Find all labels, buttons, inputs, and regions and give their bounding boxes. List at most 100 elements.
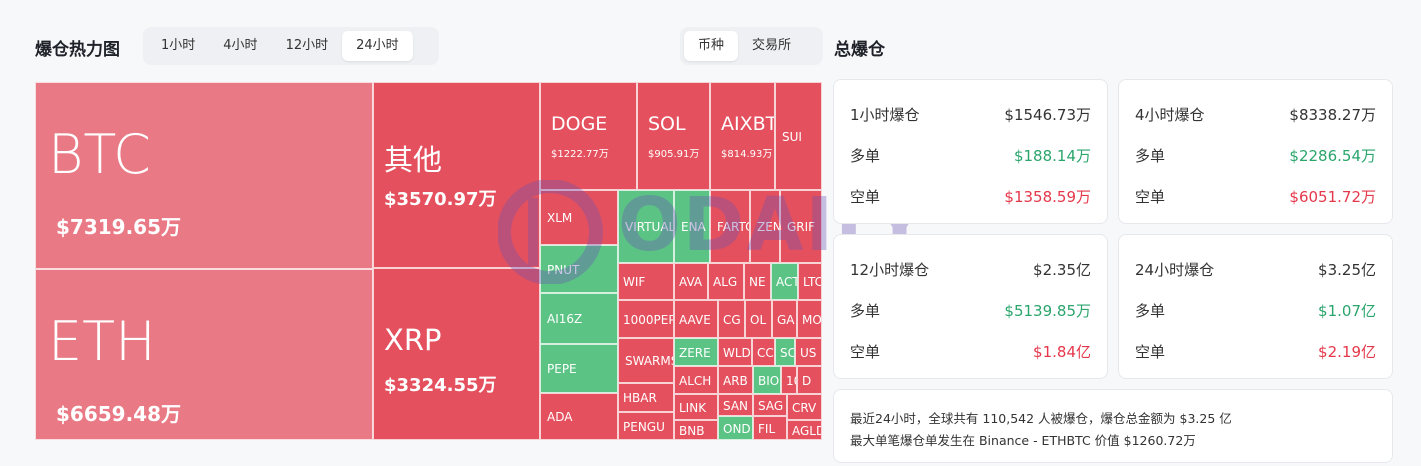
cell-symbol: ARB: [723, 373, 748, 388]
treemap-cell-10[interactable]: 10: [781, 366, 797, 394]
treemap-cell-alg[interactable]: ALG: [708, 263, 744, 300]
treemap-cell-bio[interactable]: BIO: [753, 366, 781, 394]
short-label: 空单: [850, 343, 881, 361]
treemap-cell-aixbt[interactable]: AIXBT $814.93万: [710, 82, 775, 190]
cell-symbol: ETH: [48, 310, 156, 373]
treemap-cell-mo[interactable]: MO: [797, 300, 822, 338]
cell-symbol: ALG: [713, 275, 738, 289]
treemap-cell-pnut[interactable]: PNUT: [540, 245, 618, 293]
treemap-cell-xrp[interactable]: XRP $3324.55万: [373, 268, 540, 440]
short-value: $1358.59万: [1004, 188, 1091, 206]
cell-symbol: PEPE: [547, 362, 577, 376]
short-value: $6051.72万: [1289, 188, 1376, 206]
cell-symbol: CG: [723, 312, 741, 327]
cell-symbol: ZEN: [757, 220, 780, 234]
cell-symbol: AGLD: [792, 423, 822, 438]
treemap-cell-hbar[interactable]: HBAR: [618, 383, 674, 412]
cell-symbol: 其他: [384, 143, 443, 177]
treemap-cell-ga[interactable]: GA: [772, 300, 797, 338]
card-label: 4小时爆仓: [1135, 106, 1205, 124]
treemap-cell-alch[interactable]: ALCH: [674, 366, 718, 394]
tab-12h[interactable]: 12小时: [285, 38, 329, 53]
cell-symbol: MO: [802, 312, 822, 327]
treemap-cell-virtual[interactable]: VIRTUAL: [618, 190, 674, 263]
tab-1h[interactable]: 1小时: [161, 38, 196, 53]
treemap-cell-doge[interactable]: DOGE $1222.77万: [540, 82, 637, 190]
treemap-cell-ol[interactable]: OL: [745, 300, 772, 338]
cell-symbol: HBAR: [623, 391, 657, 405]
treemap-cell-fil[interactable]: FIL: [753, 416, 787, 440]
cell-symbol: WLD: [723, 345, 751, 360]
treemap-cell-ltc[interactable]: LTC: [798, 263, 822, 300]
cell-symbol: WIF: [623, 275, 646, 289]
treemap-cell-crv[interactable]: CRV: [787, 394, 822, 420]
treemap-cell-ava[interactable]: AVA: [674, 263, 708, 300]
treemap-cell-pengu[interactable]: PENGU: [618, 412, 674, 440]
summary-note-card: 最近24小时，全球共有 110,542 人被爆仓，爆仓总金额为 $3.25 亿 …: [833, 389, 1393, 463]
long-label: 多单: [1135, 147, 1166, 165]
tab-coin[interactable]: 币种: [684, 31, 739, 61]
treemap-cell-ne[interactable]: NE: [744, 263, 771, 300]
treemap-cell-xlm[interactable]: XLM: [540, 190, 618, 245]
treemap-cell-pepe[interactable]: PEPE: [540, 344, 618, 393]
tab-exchange[interactable]: 交易所: [752, 38, 792, 53]
cell-symbol: OL: [750, 312, 767, 327]
treemap-cell--[interactable]: 其他 $3570.97万: [373, 82, 540, 268]
tab-24h[interactable]: 24小时: [342, 31, 413, 61]
short-value: $2.19亿: [1318, 343, 1376, 361]
treemap-cell-sc[interactable]: SC: [775, 338, 795, 366]
cell-symbol: D: [802, 373, 812, 388]
treemap-cell-agld[interactable]: AGLD: [787, 420, 822, 440]
cell-symbol: US: [800, 345, 817, 360]
card-total: $2.35亿: [1033, 261, 1091, 279]
cell-value: $814.93万: [721, 149, 773, 160]
treemap-cell-btc[interactable]: BTC $7319.65万: [35, 82, 373, 269]
treemap-cell-zere[interactable]: ZERE: [674, 338, 718, 366]
cell-symbol: ACT: [776, 275, 798, 289]
treemap-cell-ena[interactable]: ENA: [674, 190, 710, 263]
long-value: $188.14万: [1013, 147, 1091, 165]
treemap-cell-sui[interactable]: SUI: [775, 82, 822, 190]
treemap-cell-ai16z[interactable]: AI16Z: [540, 293, 618, 344]
cell-value: $3324.55万: [384, 375, 497, 396]
treemap-cell-ond[interactable]: OND: [718, 416, 753, 440]
treemap-cell-aave[interactable]: AAVE: [674, 300, 718, 338]
treemap-cell-eth[interactable]: ETH $6659.48万: [35, 269, 373, 440]
cell-symbol: SAG: [758, 398, 784, 413]
cell-symbol: AVA: [679, 275, 703, 289]
treemap-cell-swarms[interactable]: SWARMS: [618, 338, 674, 383]
treemap-cell-1000pep[interactable]: 1000PEP: [618, 300, 674, 338]
treemap-cell-grif[interactable]: GRIF: [780, 190, 822, 263]
cell-symbol: LTC: [803, 275, 822, 289]
card-label: 12小时爆仓: [850, 261, 930, 279]
card-12h: 12小时爆仓 $2.35亿 多单 $5139.85万 空单 $1.84亿: [833, 234, 1108, 379]
short-label: 空单: [1135, 343, 1166, 361]
treemap-cell-wif[interactable]: WIF: [618, 263, 674, 300]
cell-symbol: SOL: [648, 113, 686, 135]
treemap-cell-bnb[interactable]: BNB: [674, 420, 718, 440]
cell-symbol: GRIF: [787, 220, 816, 234]
cell-symbol: OND: [723, 421, 751, 436]
cell-value: $6659.48万: [56, 402, 182, 426]
treemap-cell-arb[interactable]: ARB: [718, 366, 753, 394]
treemap-cell-wld[interactable]: WLD: [718, 338, 752, 366]
treemap-cell-link[interactable]: LINK: [674, 394, 718, 420]
treemap-cell-ada[interactable]: ADA: [540, 393, 618, 440]
treemap-cell-sag[interactable]: SAG: [753, 394, 787, 416]
treemap-cell-sol[interactable]: SOL $905.91万: [637, 82, 710, 190]
treemap-cell-act[interactable]: ACT: [771, 263, 798, 300]
treemap-cell-zen[interactable]: ZEN: [750, 190, 780, 263]
cell-symbol: BTC: [48, 123, 151, 186]
treemap-cell-fartc[interactable]: FARTC: [710, 190, 750, 263]
treemap-cell-cc[interactable]: CC: [752, 338, 775, 366]
cell-symbol: AI16Z: [547, 312, 583, 326]
tab-4h[interactable]: 4小时: [223, 38, 258, 53]
cell-symbol: AIXBT: [721, 113, 775, 135]
treemap-cell-cg[interactable]: CG: [718, 300, 745, 338]
view-mode-tabs: 币种 交易所: [680, 27, 823, 65]
treemap-cell-san[interactable]: SAN: [718, 394, 753, 416]
treemap-cell-d[interactable]: D: [797, 366, 822, 394]
time-range-tabs: 1小时 4小时 12小时 24小时: [143, 27, 439, 65]
card-total: $3.25亿: [1318, 261, 1376, 279]
treemap-cell-us[interactable]: US: [795, 338, 822, 366]
